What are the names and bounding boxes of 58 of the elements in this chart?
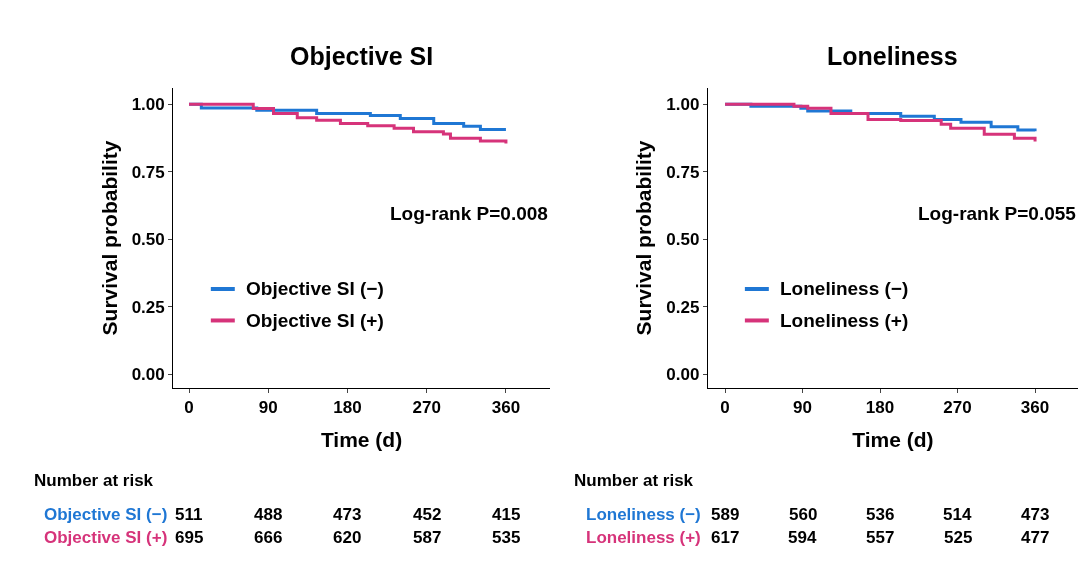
text: 477 — [1021, 528, 1050, 547]
annotation: Log-rank P=0.055 — [918, 203, 1077, 224]
x-tick-label: 270 — [943, 398, 972, 418]
x-axis-title: Time (d) — [852, 427, 934, 451]
text: 617 — [711, 528, 740, 547]
y-tick-label: 0.50 — [666, 230, 700, 250]
x-tick-label: 360 — [491, 398, 521, 418]
text: 535 — [492, 528, 521, 547]
x-tick-label: 0 — [184, 398, 194, 418]
text: 511 — [175, 505, 203, 524]
text: 695 — [175, 528, 204, 547]
x-tick-label: 180 — [865, 398, 895, 418]
text: Objective SI (+) — [44, 528, 168, 547]
text: 525 — [944, 528, 973, 547]
text: 536 — [866, 505, 895, 524]
text: 488 — [254, 505, 283, 524]
y-axis-title: Survival probability — [97, 140, 121, 336]
text: 594 — [788, 528, 817, 547]
y-tick-label: 0.00 — [131, 365, 165, 385]
y-tick-label: 0.25 — [666, 297, 700, 317]
legend-label: Loneliness (−) — [780, 278, 909, 299]
y-tick-label: 0.50 — [131, 230, 165, 250]
text: Loneliness (−) — [586, 505, 701, 524]
text: 473 — [1021, 505, 1050, 524]
y-tick-label: 0.00 — [666, 365, 700, 385]
y-tick-label: 0.25 — [131, 297, 165, 317]
chart-title: Objective SI — [290, 42, 434, 70]
x-axis-title: Time (d) — [320, 427, 403, 451]
text: 557 — [866, 528, 895, 547]
text: 415 — [492, 505, 521, 524]
text: 473 — [333, 505, 362, 524]
legend-label: Loneliness (+) — [780, 310, 909, 331]
text: 452 — [413, 505, 442, 524]
text: Number at risk — [574, 471, 694, 490]
x-tick-label: 0 — [720, 398, 730, 418]
chart-title: Loneliness — [827, 42, 958, 70]
text: 666 — [254, 528, 283, 547]
legend-label: Objective SI (+) — [246, 310, 384, 331]
text: 589 — [711, 505, 740, 524]
x-tick-label: 90 — [258, 398, 278, 418]
x-tick-label: 180 — [333, 398, 362, 418]
x-tick-label: 90 — [793, 398, 813, 418]
text: 620 — [333, 528, 362, 547]
y-tick-label: 0.75 — [666, 162, 700, 182]
text: 560 — [789, 505, 818, 524]
x-tick-label: 270 — [412, 398, 441, 418]
text: Objective SI (−) — [44, 505, 168, 524]
x-tick-label: 360 — [1020, 398, 1050, 418]
y-tick-label: 1.00 — [666, 95, 700, 115]
y-tick-label: 1.00 — [131, 95, 165, 115]
text: 514 — [943, 505, 972, 524]
text: Number at risk — [34, 471, 154, 490]
y-tick-label: 0.75 — [131, 162, 165, 182]
text: 587 — [413, 528, 442, 547]
text: Loneliness (+) — [586, 528, 701, 547]
y-axis-title: Survival probability — [632, 140, 656, 336]
annotation: Log-rank P=0.008 — [390, 203, 548, 224]
legend-label: Objective SI (−) — [246, 278, 384, 299]
